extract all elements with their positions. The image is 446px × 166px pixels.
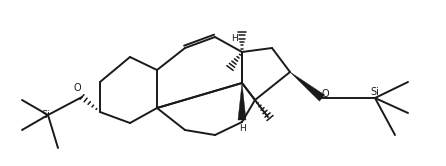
Text: H: H bbox=[239, 124, 245, 133]
Polygon shape bbox=[238, 83, 246, 120]
Text: Si: Si bbox=[41, 110, 50, 120]
Text: H: H bbox=[231, 34, 238, 43]
Text: Si: Si bbox=[371, 87, 380, 97]
Polygon shape bbox=[290, 72, 325, 101]
Text: O: O bbox=[74, 83, 81, 93]
Text: O: O bbox=[321, 89, 329, 99]
